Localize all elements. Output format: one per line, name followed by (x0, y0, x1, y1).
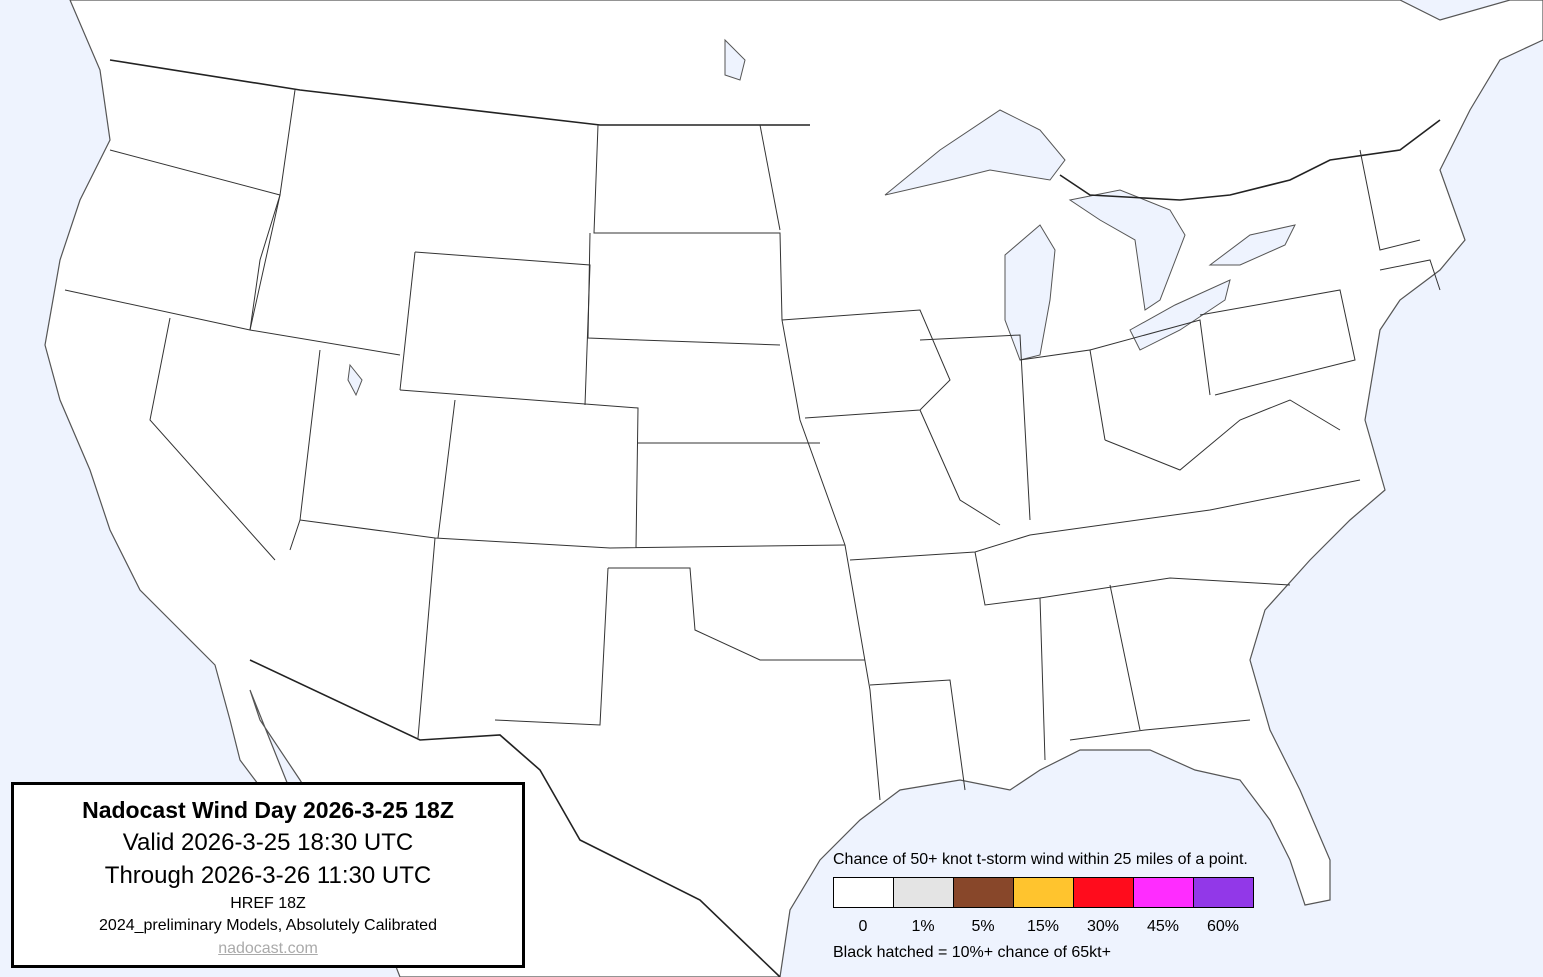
website-link[interactable]: nadocast.com (218, 940, 318, 957)
hatch-note: Black hatched = 10%+ chance of 65kt+ (833, 944, 1111, 961)
map-title: Nadocast Wind Day 2026-3-25 18Z (82, 797, 454, 823)
legend-label: 45% (1146, 918, 1180, 935)
legend-swatch-45 (1134, 878, 1194, 907)
legend: Chance of 50+ knot t-storm wind within 2… (833, 851, 1254, 962)
title-box: Nadocast Wind Day 2026-3-25 18Z Valid 20… (11, 782, 525, 968)
legend-swatch-0 (834, 878, 894, 907)
model-run: HREF 18Z (230, 895, 306, 912)
calibration-note: 2024_preliminary Models, Absolutely Cali… (99, 917, 437, 934)
legend-label: 5% (971, 918, 995, 935)
valid-time: Valid 2026-3-25 18:30 UTC (122, 829, 414, 856)
legend-swatch-1 (894, 878, 954, 907)
legend-label: 1% (911, 918, 935, 935)
legend-swatch-30 (1074, 878, 1134, 907)
legend-swatch-5 (954, 878, 1014, 907)
legend-label: 60% (1206, 918, 1240, 935)
legend-label: 30% (1086, 918, 1120, 935)
state-boundaries (64, 59, 1441, 977)
color-bar (833, 877, 1254, 908)
legend-swatch-15 (1014, 878, 1074, 907)
legend-label: 0 (858, 918, 868, 935)
legend-labels: 0 1% 5% 15% 30% 45% 60% (833, 918, 1254, 936)
legend-label: 15% (1026, 918, 1060, 935)
legend-swatch-60 (1194, 878, 1253, 907)
through-time: Through 2026-3-26 11:30 UTC (104, 862, 432, 889)
legend-title: Chance of 50+ knot t-storm wind within 2… (833, 851, 1248, 868)
